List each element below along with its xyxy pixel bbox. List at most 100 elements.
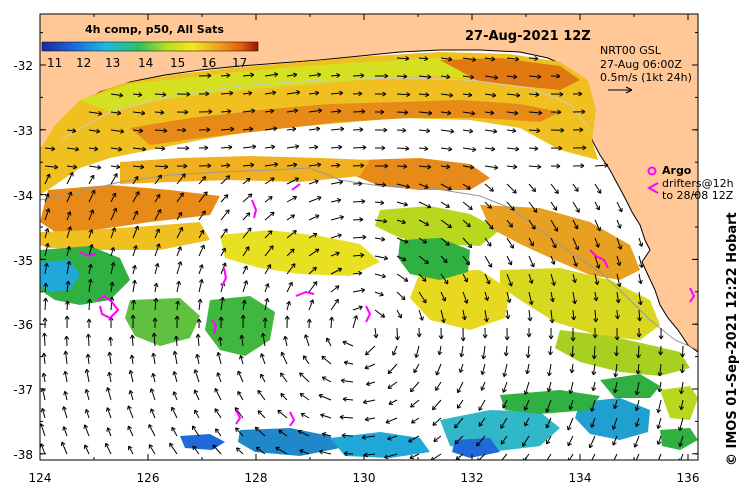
current-vector-head xyxy=(392,351,394,356)
current-vector-head xyxy=(152,317,156,322)
current-vector-head xyxy=(385,422,390,424)
current-vector-head xyxy=(574,189,579,192)
current-vector-head xyxy=(490,110,495,114)
current-vector xyxy=(330,234,342,239)
current-vector xyxy=(286,214,295,221)
current-vector-head xyxy=(61,441,66,445)
current-vector-head xyxy=(153,297,157,302)
current-vector-head xyxy=(513,76,518,80)
current-vector-head xyxy=(356,315,359,320)
current-vector xyxy=(396,273,409,282)
current-vector xyxy=(657,417,662,429)
current-vector xyxy=(484,219,494,230)
current-vector-head xyxy=(537,76,542,80)
current-vector xyxy=(194,409,200,419)
current-vector-head xyxy=(657,372,661,377)
current-vector-head xyxy=(186,93,191,97)
current-vector-head xyxy=(217,351,222,356)
current-vector-head xyxy=(120,128,125,133)
current-vector-head xyxy=(440,319,445,323)
current-vector xyxy=(638,255,643,268)
current-vector-head xyxy=(177,246,182,250)
current-vector-head xyxy=(243,280,248,284)
current-vector-head xyxy=(656,424,659,429)
current-vector-head xyxy=(107,387,111,391)
current-vector-head xyxy=(97,164,102,169)
current-vector xyxy=(264,298,268,311)
current-vector-head xyxy=(90,189,95,193)
current-vector xyxy=(396,147,410,150)
current-vector-head xyxy=(424,148,429,152)
current-vector-head xyxy=(471,110,476,115)
current-vector-head xyxy=(380,291,384,296)
current-vector-head xyxy=(151,332,155,337)
current-vector-head xyxy=(388,371,393,375)
current-vector-head xyxy=(227,108,232,112)
current-vector-head xyxy=(382,184,387,188)
current-vector-head xyxy=(217,372,221,376)
current-vector-head xyxy=(416,333,420,338)
current-vector-head xyxy=(70,226,72,231)
current-vector-head xyxy=(450,128,455,133)
current-vector xyxy=(318,394,332,401)
current-vector xyxy=(339,416,354,419)
current-vector-head xyxy=(134,225,139,229)
current-vector-head xyxy=(522,443,527,447)
current-vector-head xyxy=(364,364,368,369)
current-vector-head xyxy=(120,131,125,134)
current-vector-head xyxy=(201,210,206,214)
current-vector xyxy=(527,345,530,358)
current-vector-head xyxy=(46,263,49,268)
current-vector-head xyxy=(403,256,407,261)
current-vector-head xyxy=(280,393,285,396)
current-vectors xyxy=(40,55,686,460)
current-vector-head xyxy=(193,369,196,374)
colorbar-gradient xyxy=(41,41,259,52)
current-vector-head xyxy=(257,410,260,415)
current-vector-head xyxy=(66,245,70,250)
current-vector-head xyxy=(132,279,136,284)
current-vector-head xyxy=(215,428,220,431)
current-vector-head xyxy=(556,73,561,77)
current-vector xyxy=(286,230,297,239)
current-vector-head xyxy=(88,318,92,323)
current-vector xyxy=(321,355,332,365)
current-vector xyxy=(679,417,684,431)
current-vector xyxy=(220,228,228,239)
current-vector-head xyxy=(293,72,298,75)
current-vector-head xyxy=(299,393,303,398)
current-vector-head xyxy=(91,244,94,249)
current-vector-head xyxy=(381,276,386,279)
current-vector-head xyxy=(226,194,229,199)
current-vector xyxy=(545,417,552,429)
current-vector-head xyxy=(381,236,386,240)
current-vector-head xyxy=(250,193,253,198)
y-tick-label: -33 xyxy=(13,124,33,138)
current-vector xyxy=(591,453,596,460)
current-vector xyxy=(66,211,71,221)
current-vector-head xyxy=(90,174,94,178)
current-vector-head xyxy=(549,298,554,303)
current-vector-head xyxy=(552,297,555,302)
current-vector-head xyxy=(382,313,386,318)
current-vector-head xyxy=(353,315,357,319)
current-vector-head xyxy=(679,369,683,374)
current-vector-head xyxy=(466,299,469,304)
current-vector-head xyxy=(117,112,122,116)
current-vector-head xyxy=(363,452,368,456)
current-vector-head xyxy=(472,147,477,151)
current-vector-head xyxy=(161,145,166,150)
legend-line: 0.5m/s (1kt 24h) xyxy=(600,71,692,84)
current-vector-head xyxy=(638,264,643,268)
current-vector-head xyxy=(635,370,639,375)
current-vector xyxy=(506,129,516,132)
current-vector xyxy=(330,92,343,95)
current-vector xyxy=(286,145,299,149)
current-vector-head xyxy=(194,369,199,373)
current-vector-head xyxy=(236,447,238,452)
current-vector xyxy=(484,165,498,169)
current-vector xyxy=(396,57,410,60)
current-vector-head xyxy=(410,406,415,408)
current-vector-head xyxy=(340,126,345,130)
current-vector-head xyxy=(303,355,308,358)
